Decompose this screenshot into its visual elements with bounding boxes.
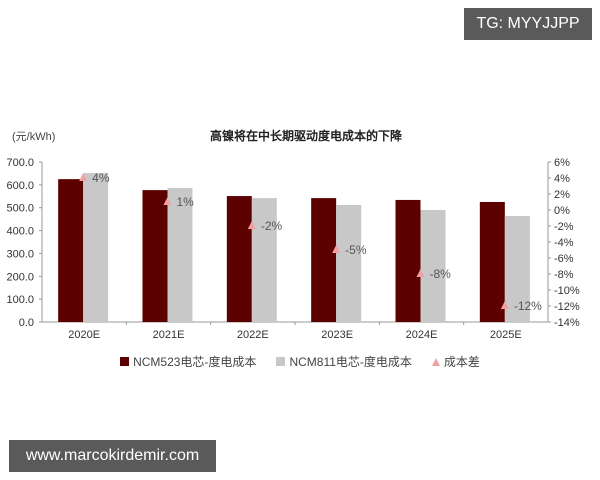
x-tick-label: 2021E [153,329,185,341]
y-tick-label: 0.0 [19,317,34,329]
y2-tick-label: 6% [554,157,570,169]
x-tick-label: 2024E [406,329,438,341]
y2-tick-label: -6% [554,253,574,265]
bar-ncm523 [479,202,505,322]
y2-tick-label: -8% [554,269,574,281]
cost-diff-marker [79,173,88,181]
x-tick-label: 2022E [237,329,269,341]
cost-diff-label: 1% [177,195,195,209]
bar-ncm523 [395,199,421,322]
legend-label-ncm523: NCM523电芯-度电成本 [133,355,257,369]
y2-tick-label: 0% [554,205,570,217]
y2-tick-label: -2% [554,221,574,233]
legend-swatch-ncm523 [120,357,130,366]
cost-diff-label: -2% [261,219,283,233]
legend-item-ncm523: NCM523电芯-度电成本 [120,353,256,370]
bar-ncm811 [420,210,446,322]
bar-ncm811 [504,215,530,322]
bar-ncm811 [83,172,109,322]
cost-diff-marker [332,245,341,253]
bar-ncm523 [226,196,252,322]
y-tick-label: 600.0 [6,180,34,192]
bar-ncm523 [142,190,168,322]
chart-legend: NCM523电芯-度电成本 NCM811电芯-度电成本 成本差 [0,353,600,370]
cost-diff-marker [416,269,425,277]
y2-tick-label: -14% [554,317,580,329]
cost-diff-label: -5% [345,243,367,257]
y2-tick-label: -12% [554,301,580,313]
y-tick-label: 100.0 [6,294,34,306]
y2-tick-label: -4% [554,237,574,249]
y-tick-label: 700.0 [6,157,34,169]
y-tick-label: 300.0 [6,248,34,260]
cost-diff-label: 4% [92,171,110,185]
bar-ncm811 [336,204,362,322]
watermark-tg: TG: MYYJJPP [464,8,592,40]
y2-tick-label: 4% [554,173,570,185]
legend-label-ncm811: NCM811电芯-度电成本 [289,355,412,369]
bar-ncm811 [251,198,277,322]
x-tick-label: 2025E [490,329,522,341]
cost-diff-marker [163,197,172,205]
triangle-marker-icon [431,357,440,366]
legend-item-cost-diff: 成本差 [431,353,480,370]
watermark-url: www.marcokirdemir.com [9,440,216,472]
cost-diff-marker [247,221,256,229]
y-tick-label: 500.0 [6,203,34,215]
legend-swatch-ncm811 [276,357,286,366]
bar-ncm523 [311,198,337,322]
chart-title-text: 高镍将在中长期驱动度电成本的下降 [209,129,402,143]
legend-item-ncm811: NCM811电芯-度电成本 [276,353,412,370]
y2-tick-label: 2% [554,189,570,201]
x-tick-label: 2023E [321,329,353,341]
y2-tick-label: -10% [554,285,580,297]
y-axis-unit-label: (元/kWh) [12,131,56,143]
y-tick-label: 400.0 [6,226,34,238]
bar-ncm811 [167,188,193,322]
y-tick-label: 200.0 [6,271,34,283]
chart-title: 高镍将在中长期驱动度电成本的下降 [0,127,600,144]
x-tick-label: 2020E [68,329,100,341]
bar-ncm523 [58,179,84,322]
cost-diff-label: -12% [514,299,542,313]
cost-diff-marker [500,301,509,309]
cost-diff-label: -8% [430,267,452,281]
legend-label-cost-diff: 成本差 [443,355,480,369]
